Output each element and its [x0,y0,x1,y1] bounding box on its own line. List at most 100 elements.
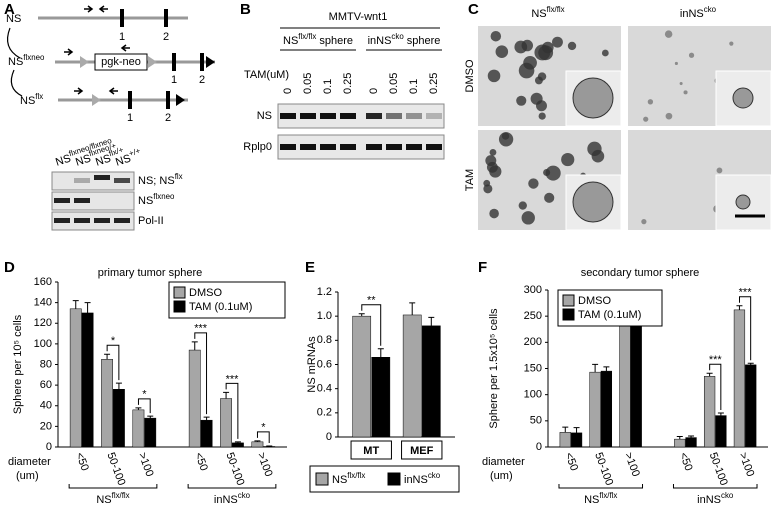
lane-label-base: NS [114,152,132,168]
exon [120,9,124,27]
neo-label: pgk-neo [101,56,141,68]
sphere-blob [516,95,527,106]
y-tick-label: 100 [34,338,52,350]
legend-label-base: NS [332,474,347,486]
y-tick-label: 1.2 [317,286,332,298]
significance-label: *** [226,373,240,385]
gel-band [366,144,382,150]
inset-sphere [572,181,614,223]
lane-label-base: NS [54,152,72,168]
group-label-base: NS [283,35,298,47]
legend-swatch [562,294,575,307]
sphere-blob [544,192,555,203]
error-bar [409,302,416,315]
sphere-blob [487,69,501,83]
lane-label: NSflx/+ [93,145,127,169]
lane-label-sup: +/+ [128,146,142,158]
gel-band [320,144,336,150]
exon-label: 2 [163,31,169,43]
bar [232,442,244,448]
sphere-blob [674,61,678,66]
sphere-blob [521,39,534,52]
x-axis-label: (um) [16,470,39,482]
error-bar [706,372,713,377]
primer-arrow [120,44,130,52]
sphere-blob [601,49,609,57]
significance-bracket [738,296,752,361]
gel-band [94,175,110,180]
inset-sphere [735,194,751,210]
dose-label: 0 [282,88,294,94]
legend-label-sup: cko [428,471,441,480]
dose-label: 0.05 [388,73,400,94]
significance-label: *** [709,354,723,366]
gel-row-label-base: NS [138,195,153,207]
error-bar [104,353,111,360]
sphere-blob [483,184,493,194]
bar [703,376,716,448]
chart-title: secondary tumor sphere [581,267,700,279]
gel-row-label: Rplp0 [243,141,272,153]
y-tick-label: 100 [524,389,542,401]
panel-letter: D [4,259,15,276]
dose-label: 0.05 [302,73,314,94]
bar [421,325,441,438]
group-label: NSflx/flx [96,491,129,506]
exon-label: 1 [171,74,177,86]
y-axis-label: Sphere per 10⁵ cells [12,314,24,414]
legend-label-sup: flx/flx [347,471,365,480]
significance-bracket [256,431,270,443]
bar [745,364,757,448]
dose-axis-label: TAM(uM) [244,69,289,81]
bar [113,389,125,448]
category-box [350,440,392,460]
x-tick-label: >100 [255,451,275,478]
bar [733,309,746,448]
legend-label: TAM (0.1uM) [578,309,641,321]
panel-letter: A [4,1,15,18]
row-label: TAM [464,169,476,191]
error-bar [72,300,79,309]
column-label-sup: cko [704,5,717,14]
y-tick-label: 60 [40,379,52,391]
sphere-blob [518,62,535,79]
allele-label-sup: flxneo [23,53,45,62]
significance-label: ** [367,295,376,307]
group-label-sup: cko [721,491,734,500]
bar [352,315,372,438]
y-tick-label: 0.4 [317,383,332,395]
bar [69,308,82,448]
dose-label: 0.1 [408,79,420,94]
panel-letter: B [240,1,251,18]
group-bracket [558,484,644,489]
error-bar [428,316,435,326]
bar [371,357,391,438]
gel-band [54,218,70,223]
error-bar [377,348,384,358]
step-arrow [10,69,23,97]
dose-label: 0.25 [428,73,440,94]
loxp-site [148,56,157,68]
bar [132,409,145,448]
error-bar [676,436,683,440]
gel-band [340,113,356,119]
y-tick-label: 250 [524,310,542,322]
group-label-base: inNS [368,35,392,47]
group-label-sup: flx/flx [298,32,316,41]
legend-label: NSflx/flx [332,471,365,486]
x-tick-label: >100 [622,451,642,478]
legend-swatch [173,286,186,299]
gel [51,191,135,211]
significance-bracket [709,363,722,410]
group-label: NSflx/flx [584,491,617,506]
x-tick-label: <50 [192,451,210,473]
loxp-site [176,94,185,106]
exon [164,9,168,27]
x-tick-label: MEF [410,445,434,457]
gel-band [94,218,110,223]
significance-label: * [261,422,266,434]
sphere-blob [641,218,647,225]
y-tick-label: 0 [326,431,332,443]
loxp-site [80,56,89,68]
